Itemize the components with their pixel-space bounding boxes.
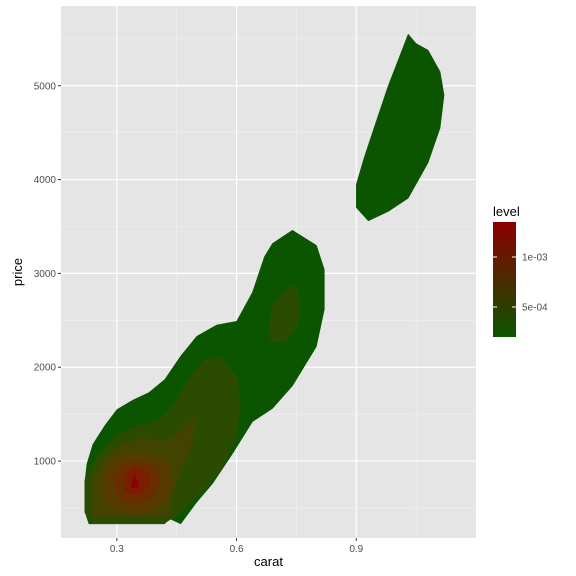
x-tick-label: 0.6: [230, 544, 244, 555]
x-tick-label: 0.3: [110, 544, 124, 555]
y-tick-label: 3000: [34, 269, 57, 280]
x-tick-label: 0.9: [349, 544, 363, 555]
contour-region-level-0-1: [356, 33, 445, 222]
y-tick-label: 2000: [34, 363, 57, 374]
legend-ticks: 5e-04 1e-03: [493, 253, 548, 314]
y-tick-label: 1000: [34, 457, 57, 468]
legend: level 5e-04 1e-03: [493, 204, 548, 337]
legend-colorbar: [493, 222, 516, 337]
contour-region-level-6-0: [130, 473, 140, 488]
y-tick-label: 4000: [34, 175, 57, 186]
y-axis-title: price: [10, 258, 25, 286]
contour-region-level-1-1: [268, 284, 301, 343]
y-axis: 1000 2000 3000 4000 5000: [34, 81, 61, 468]
contour-layers: [84, 33, 445, 525]
legend-tick-label: 5e-04: [522, 303, 548, 314]
y-tick-label: 5000: [34, 81, 57, 92]
legend-title: level: [493, 204, 520, 219]
x-axis: 0.3 0.6 0.9: [110, 538, 364, 555]
x-axis-title: carat: [254, 554, 283, 569]
legend-tick-label: 1e-03: [522, 253, 548, 264]
